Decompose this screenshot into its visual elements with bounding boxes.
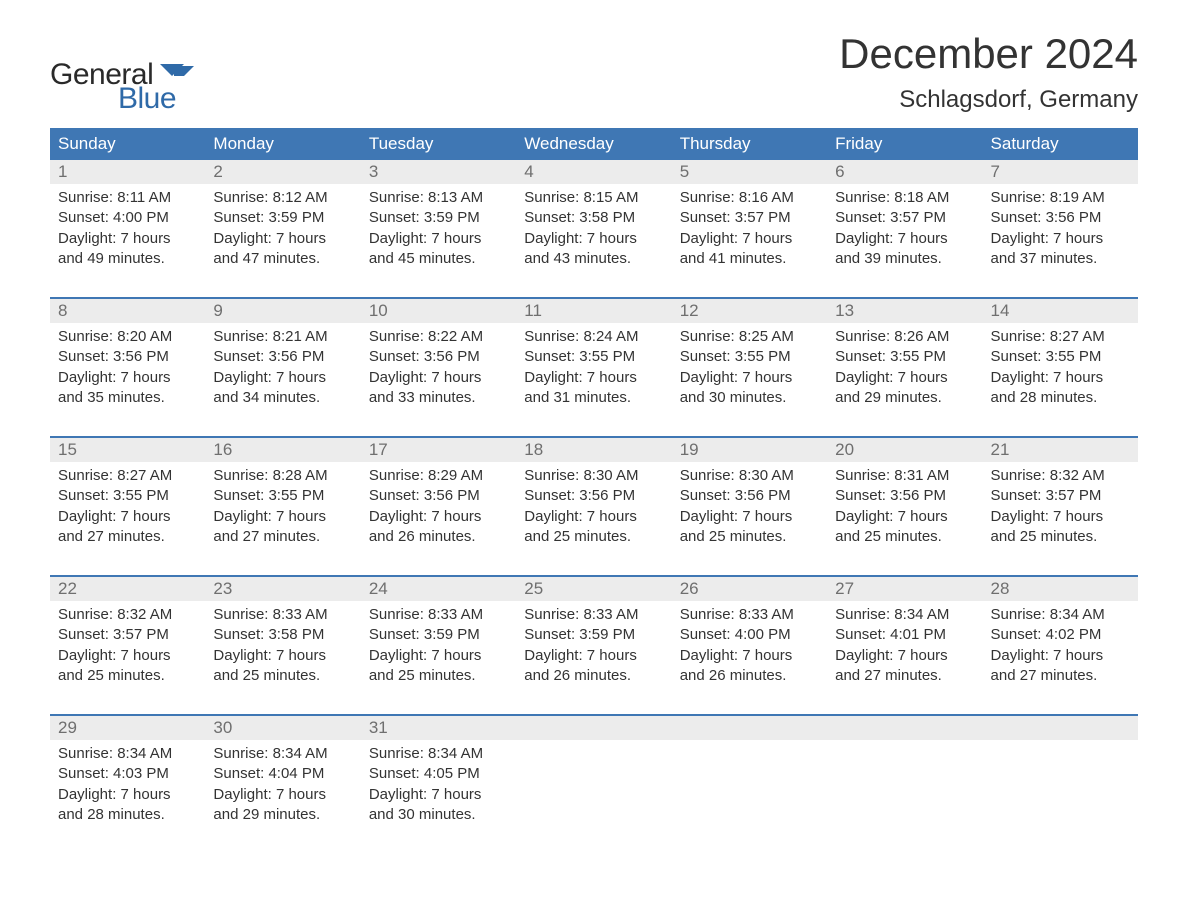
day-number-cell: 15: [50, 438, 205, 462]
weekday-header: Saturday: [983, 128, 1138, 160]
day-content-cell: Sunrise: 8:15 AMSunset: 3:58 PMDaylight:…: [516, 184, 671, 298]
day-content-row: Sunrise: 8:20 AMSunset: 3:56 PMDaylight:…: [50, 323, 1138, 437]
day-number-cell: 14: [983, 299, 1138, 323]
calendar-header: Sunday Monday Tuesday Wednesday Thursday…: [50, 128, 1138, 160]
weekday-header: Friday: [827, 128, 982, 160]
day-number-cell: 8: [50, 299, 205, 323]
day-number-cell: 29: [50, 716, 205, 740]
day-content-cell: [672, 740, 827, 835]
day-content-row: Sunrise: 8:32 AMSunset: 3:57 PMDaylight:…: [50, 601, 1138, 715]
day-content-cell: Sunrise: 8:30 AMSunset: 3:56 PMDaylight:…: [672, 462, 827, 576]
day-number-cell: 25: [516, 577, 671, 601]
day-number-cell: 18: [516, 438, 671, 462]
page-subtitle: Schlagsdorf, Germany: [839, 86, 1138, 114]
day-content-cell: Sunrise: 8:11 AMSunset: 4:00 PMDaylight:…: [50, 184, 205, 298]
page: General Blue December 2024 Schlagsdorf, …: [0, 0, 1188, 875]
day-number-cell: 20: [827, 438, 982, 462]
day-content-cell: Sunrise: 8:25 AMSunset: 3:55 PMDaylight:…: [672, 323, 827, 437]
day-content-cell: [983, 740, 1138, 835]
day-content-cell: Sunrise: 8:30 AMSunset: 3:56 PMDaylight:…: [516, 462, 671, 576]
day-content-row: Sunrise: 8:27 AMSunset: 3:55 PMDaylight:…: [50, 462, 1138, 576]
day-number-cell: [672, 716, 827, 740]
calendar-table: Sunday Monday Tuesday Wednesday Thursday…: [50, 128, 1138, 835]
title-block: December 2024 Schlagsdorf, Germany: [839, 30, 1138, 128]
day-number-cell: [516, 716, 671, 740]
day-number-cell: 27: [827, 577, 982, 601]
weekday-header: Monday: [205, 128, 360, 160]
day-content-cell: Sunrise: 8:33 AMSunset: 3:59 PMDaylight:…: [361, 601, 516, 715]
day-number-cell: 2: [205, 160, 360, 184]
weekday-header: Thursday: [672, 128, 827, 160]
day-number-row: 1234567: [50, 160, 1138, 184]
day-content-cell: Sunrise: 8:33 AMSunset: 4:00 PMDaylight:…: [672, 601, 827, 715]
calendar-body: 1234567Sunrise: 8:11 AMSunset: 4:00 PMDa…: [50, 160, 1138, 835]
day-number-cell: 12: [672, 299, 827, 323]
day-content-cell: Sunrise: 8:33 AMSunset: 3:58 PMDaylight:…: [205, 601, 360, 715]
day-number-row: 22232425262728: [50, 577, 1138, 601]
day-content-cell: Sunrise: 8:34 AMSunset: 4:05 PMDaylight:…: [361, 740, 516, 835]
weekday-header: Sunday: [50, 128, 205, 160]
day-content-cell: Sunrise: 8:34 AMSunset: 4:04 PMDaylight:…: [205, 740, 360, 835]
day-content-row: Sunrise: 8:34 AMSunset: 4:03 PMDaylight:…: [50, 740, 1138, 835]
day-content-cell: Sunrise: 8:32 AMSunset: 3:57 PMDaylight:…: [50, 601, 205, 715]
day-number-cell: 10: [361, 299, 516, 323]
day-number-cell: 28: [983, 577, 1138, 601]
day-content-cell: Sunrise: 8:34 AMSunset: 4:02 PMDaylight:…: [983, 601, 1138, 715]
day-content-row: Sunrise: 8:11 AMSunset: 4:00 PMDaylight:…: [50, 184, 1138, 298]
day-number-cell: 7: [983, 160, 1138, 184]
day-number-cell: 21: [983, 438, 1138, 462]
weekday-header: Wednesday: [516, 128, 671, 160]
day-number-cell: 26: [672, 577, 827, 601]
logo: General Blue: [50, 58, 194, 116]
day-content-cell: Sunrise: 8:18 AMSunset: 3:57 PMDaylight:…: [827, 184, 982, 298]
day-number-cell: 16: [205, 438, 360, 462]
day-number-cell: 23: [205, 577, 360, 601]
day-number-cell: 9: [205, 299, 360, 323]
day-number-cell: 11: [516, 299, 671, 323]
day-content-cell: Sunrise: 8:20 AMSunset: 3:56 PMDaylight:…: [50, 323, 205, 437]
day-content-cell: Sunrise: 8:24 AMSunset: 3:55 PMDaylight:…: [516, 323, 671, 437]
page-title: December 2024: [839, 30, 1138, 78]
weekday-header: Tuesday: [361, 128, 516, 160]
day-number-row: 293031: [50, 716, 1138, 740]
day-content-cell: Sunrise: 8:26 AMSunset: 3:55 PMDaylight:…: [827, 323, 982, 437]
day-content-cell: Sunrise: 8:29 AMSunset: 3:56 PMDaylight:…: [361, 462, 516, 576]
day-content-cell: Sunrise: 8:32 AMSunset: 3:57 PMDaylight:…: [983, 462, 1138, 576]
day-number-cell: 17: [361, 438, 516, 462]
day-number-cell: 1: [50, 160, 205, 184]
day-content-cell: Sunrise: 8:27 AMSunset: 3:55 PMDaylight:…: [50, 462, 205, 576]
day-number-cell: 5: [672, 160, 827, 184]
day-content-cell: [827, 740, 982, 835]
day-content-cell: [516, 740, 671, 835]
day-number-cell: [983, 716, 1138, 740]
day-content-cell: Sunrise: 8:22 AMSunset: 3:56 PMDaylight:…: [361, 323, 516, 437]
day-number-row: 891011121314: [50, 299, 1138, 323]
day-number-cell: 24: [361, 577, 516, 601]
day-number-cell: 6: [827, 160, 982, 184]
day-content-cell: Sunrise: 8:33 AMSunset: 3:59 PMDaylight:…: [516, 601, 671, 715]
day-content-cell: Sunrise: 8:31 AMSunset: 3:56 PMDaylight:…: [827, 462, 982, 576]
day-content-cell: Sunrise: 8:12 AMSunset: 3:59 PMDaylight:…: [205, 184, 360, 298]
day-content-cell: Sunrise: 8:16 AMSunset: 3:57 PMDaylight:…: [672, 184, 827, 298]
day-content-cell: Sunrise: 8:34 AMSunset: 4:03 PMDaylight:…: [50, 740, 205, 835]
header-row: General Blue December 2024 Schlagsdorf, …: [50, 30, 1138, 128]
day-content-cell: Sunrise: 8:19 AMSunset: 3:56 PMDaylight:…: [983, 184, 1138, 298]
day-number-cell: 22: [50, 577, 205, 601]
day-content-cell: Sunrise: 8:13 AMSunset: 3:59 PMDaylight:…: [361, 184, 516, 298]
day-number-cell: 31: [361, 716, 516, 740]
day-content-cell: Sunrise: 8:28 AMSunset: 3:55 PMDaylight:…: [205, 462, 360, 576]
day-number-cell: [827, 716, 982, 740]
day-content-cell: Sunrise: 8:21 AMSunset: 3:56 PMDaylight:…: [205, 323, 360, 437]
day-number-cell: 4: [516, 160, 671, 184]
day-number-cell: 3: [361, 160, 516, 184]
day-content-cell: Sunrise: 8:27 AMSunset: 3:55 PMDaylight:…: [983, 323, 1138, 437]
day-number-cell: 13: [827, 299, 982, 323]
day-number-row: 15161718192021: [50, 438, 1138, 462]
day-number-cell: 19: [672, 438, 827, 462]
day-content-cell: Sunrise: 8:34 AMSunset: 4:01 PMDaylight:…: [827, 601, 982, 715]
day-number-cell: 30: [205, 716, 360, 740]
